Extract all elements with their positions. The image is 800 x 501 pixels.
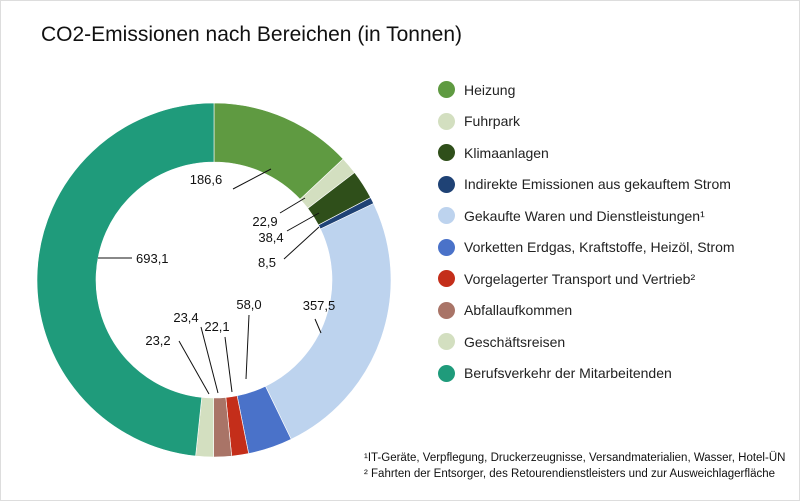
data-label: 8,5 [258, 255, 276, 270]
legend-label: Berufsverkehr der Mitarbeitenden [464, 365, 672, 381]
data-label: 693,1 [136, 251, 169, 266]
data-label: 22,9 [252, 214, 277, 229]
legend-item: Heizung [438, 81, 515, 98]
legend-label: Fuhrpark [464, 113, 521, 129]
legend-label: Abfallaufkommen [464, 302, 573, 318]
legend-item: Fuhrpark [438, 112, 521, 130]
label-leader-line [232, 168, 272, 190]
legend-swatch [438, 81, 455, 98]
data-label: 357,5 [303, 298, 336, 313]
chart-title: CO2-Emissionen nach Bereichen (in Tonnen… [41, 23, 463, 46]
legend-item: Gekaufte Waren und Dienstleistungen¹ [438, 207, 705, 224]
legend-item: Berufsverkehr der Mitarbeitenden [438, 364, 672, 382]
legend-label: Geschäftsreisen [464, 333, 566, 350]
legend-label: Vorgelagerter Transport und Vertrieb² [464, 270, 696, 287]
legend-item: Abfallaufkommen [438, 301, 573, 319]
legend-swatch [438, 301, 455, 319]
legend-swatch [438, 144, 455, 161]
donut-slice [36, 102, 215, 457]
legend-item: Geschäftsreisen [438, 333, 565, 350]
legend-item: Vorgelagerter Transport und Vertrieb² [438, 270, 695, 287]
label-leader-line [245, 314, 250, 380]
data-label: 38,4 [258, 230, 283, 245]
legend-label: Vorketten Erdgas, Kraftstoffe, Heizöl, S… [464, 239, 735, 255]
donut-slice [265, 203, 392, 440]
legend-swatch [438, 238, 455, 256]
legend-label: Gekaufte Waren und Dienstleistungen¹ [464, 207, 705, 224]
data-label: 23,2 [145, 333, 170, 348]
footnote-1: ¹IT-Geräte, Verpflegung, Druckerzeugniss… [364, 452, 786, 464]
legend-swatch [438, 207, 455, 224]
legend-swatch [438, 364, 455, 382]
label-leader-line [314, 318, 322, 334]
label-leader-line [286, 212, 320, 232]
legend-label: Klimaanlagen [464, 144, 549, 161]
legend-label: Indirekte Emissionen aus gekauftem Strom [464, 176, 731, 192]
data-label: 23,4 [173, 310, 198, 325]
label-leader-line [224, 336, 233, 393]
footnotes: ¹IT-Geräte, Verpflegung, Druckerzeugniss… [364, 450, 785, 482]
label-leader-line [200, 326, 219, 394]
data-label: 58,0 [236, 297, 261, 312]
legend-item: Klimaanlagen [438, 144, 549, 161]
legend-label: Heizung [464, 81, 516, 98]
label-leader-line [283, 226, 320, 260]
footnote-2: ² Fahrten der Entsorger, des Retourendie… [364, 468, 776, 480]
data-label: 186,6 [190, 172, 223, 187]
legend-swatch [438, 175, 455, 193]
legend-item: Vorketten Erdgas, Kraftstoffe, Heizöl, S… [438, 238, 735, 256]
legend-swatch [438, 112, 455, 130]
label-leader-line [279, 197, 306, 214]
label-leader-line [178, 340, 210, 395]
data-label: 22,1 [204, 319, 229, 334]
legend-item: Indirekte Emissionen aus gekauftem Strom [438, 175, 731, 193]
legend-swatch [438, 270, 455, 287]
legend-swatch [438, 333, 455, 350]
